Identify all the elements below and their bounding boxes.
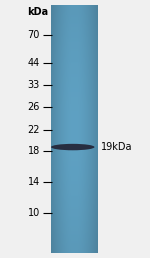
Text: kDa: kDa bbox=[28, 7, 49, 17]
Text: 26: 26 bbox=[27, 102, 40, 112]
Ellipse shape bbox=[51, 144, 94, 150]
Text: 14: 14 bbox=[27, 177, 40, 187]
Text: 22: 22 bbox=[27, 125, 40, 134]
Text: 10: 10 bbox=[27, 208, 40, 218]
Text: 18: 18 bbox=[27, 146, 40, 156]
Text: 33: 33 bbox=[27, 80, 40, 90]
Text: 44: 44 bbox=[27, 58, 40, 68]
Text: 19kDa: 19kDa bbox=[100, 142, 132, 152]
Text: 70: 70 bbox=[27, 30, 40, 40]
